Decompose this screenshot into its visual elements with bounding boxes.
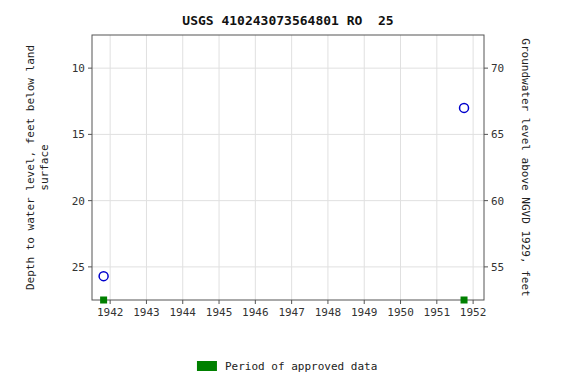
axes: 1942 1943 1944 1945 1946 1947 1948 1949 1950 1951…: [72, 62, 505, 319]
x-tick: [255, 300, 256, 304]
x-tick: [400, 300, 401, 304]
y-axis-label-line: Depth to water level, feet below land: [24, 45, 37, 290]
grid-line: [436, 35, 437, 300]
plot-frame: [92, 35, 484, 300]
y-tick-label: 20: [72, 195, 85, 208]
grid-line: [291, 35, 292, 300]
y2-tick: [484, 134, 488, 135]
grid-line: [255, 35, 256, 300]
y2-tick-label: 60: [491, 195, 504, 208]
x-tick-label: 1946: [242, 306, 269, 319]
x-tick: [364, 300, 365, 304]
approved-mark: [100, 297, 107, 304]
x-tick: [473, 300, 474, 304]
approved-mark: [461, 297, 468, 304]
x-tick-label: 1942: [97, 306, 124, 319]
x-tick-label: 1950: [387, 306, 414, 319]
data: [99, 103, 468, 303]
background: [0, 0, 576, 384]
y-tick-label: 25: [72, 261, 85, 274]
x-tick-label: 1944: [169, 306, 196, 319]
y-tick: [88, 266, 92, 267]
y-tick: [88, 200, 92, 201]
x-tick: [291, 300, 292, 304]
x-tick-label: 1947: [278, 306, 305, 319]
x-tick: [436, 300, 437, 304]
legend: Period of approved data: [197, 360, 377, 373]
y2-tick: [484, 200, 488, 201]
grid-line: [219, 35, 220, 300]
grid-line: [473, 35, 474, 300]
data-point: [460, 103, 469, 112]
x-tick: [219, 300, 220, 304]
legend-swatch: [197, 361, 217, 371]
grid-line: [364, 35, 365, 300]
x-tick-label: 1951: [424, 306, 451, 319]
x-tick-label: 1945: [206, 306, 233, 319]
grid-line: [110, 35, 111, 300]
grid-line: [400, 35, 401, 300]
y2-tick: [484, 68, 488, 69]
y-tick: [88, 68, 92, 69]
grid-line: [146, 35, 147, 300]
y2-tick: [484, 266, 488, 267]
y2-axis-label: Groundwater level above NGVD 1929, feet: [519, 38, 532, 296]
title: USGS 410243073564801 RO 25: [182, 13, 393, 28]
x-tick: [146, 300, 147, 304]
x-tick: [327, 300, 328, 304]
x-tick: [110, 300, 111, 304]
grid-line: [327, 35, 328, 300]
data-point: [99, 272, 108, 281]
y2-tick-label: 65: [491, 128, 504, 141]
grid-line: [92, 134, 484, 135]
grid-line: [92, 266, 484, 267]
x-tick-label: 1952: [460, 306, 487, 319]
y-tick-label: 10: [72, 62, 85, 75]
y-axis-label: Depth to water level, feet below landsur…: [24, 45, 51, 290]
legend-label: Period of approved data: [225, 360, 377, 373]
grid: [92, 35, 484, 300]
y-tick-label: 15: [72, 128, 85, 141]
x-tick: [182, 300, 183, 304]
x-tick-label: 1943: [133, 306, 160, 319]
grid-line: [92, 200, 484, 201]
x-tick-label: 1948: [315, 306, 342, 319]
y2-tick-label: 55: [491, 261, 504, 274]
grid-line: [182, 35, 183, 300]
y-tick: [88, 134, 92, 135]
x-tick-label: 1949: [351, 306, 378, 319]
chart: 1942 1943 1944 1945 1946 1947 1948 1949 1950 1951…: [0, 0, 576, 384]
y2-tick-label: 70: [491, 62, 504, 75]
grid-line: [92, 68, 484, 69]
y-axis-label-line: surface: [38, 144, 51, 190]
